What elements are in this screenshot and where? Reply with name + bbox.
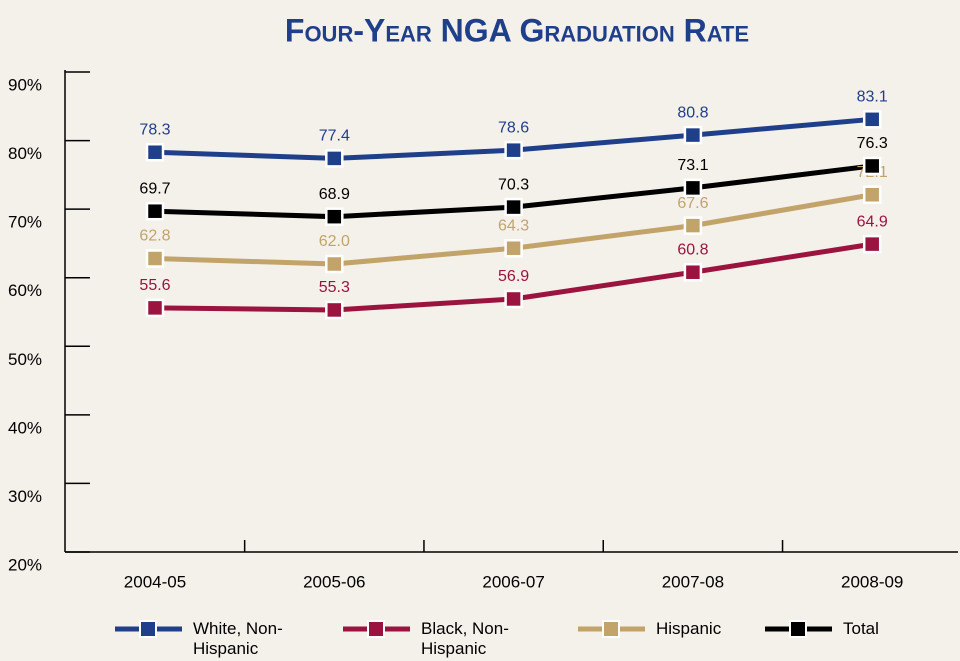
- y-tick-label: 40%: [8, 418, 42, 437]
- point-marker: [862, 234, 882, 254]
- data-label: 69.7: [139, 180, 170, 197]
- data-label: 62.0: [319, 233, 350, 250]
- point-marker: [683, 216, 703, 235]
- y-tick-label: 50%: [8, 350, 42, 369]
- y-tick-label: 70%: [8, 213, 42, 232]
- point-marker: [325, 254, 344, 274]
- point-marker: [504, 289, 523, 309]
- x-tick-label: 2005-06: [303, 572, 365, 591]
- point-marker: [862, 110, 882, 129]
- legend-marker: [789, 620, 807, 638]
- data-label: 70.3: [498, 176, 529, 193]
- data-label: 83.1: [857, 89, 888, 106]
- y-tick-label: 20%: [8, 555, 42, 574]
- x-tick-label: 2007-08: [662, 572, 724, 591]
- point-marker: [325, 300, 344, 320]
- x-tick-label: 2004-05: [124, 572, 186, 591]
- legend-marker: [367, 620, 385, 638]
- point-marker: [504, 197, 523, 217]
- legend-label: Black, Non-Hispanic: [421, 619, 509, 658]
- point-marker: [145, 298, 165, 318]
- point-marker: [683, 125, 703, 145]
- point-marker: [325, 207, 344, 226]
- y-tick-label: 60%: [8, 281, 42, 300]
- data-label: 56.9: [498, 268, 529, 285]
- point-marker: [325, 149, 344, 168]
- data-label: 77.4: [319, 128, 350, 145]
- y-tick-label: 80%: [8, 144, 42, 163]
- point-marker: [145, 249, 165, 268]
- x-tick-label: 2008-09: [841, 572, 903, 591]
- legend-label: Total: [843, 619, 879, 638]
- y-tick-label: 30%: [8, 487, 42, 506]
- point-marker: [504, 140, 523, 160]
- point-marker: [862, 156, 882, 176]
- data-label: 55.6: [139, 277, 170, 294]
- data-label: 55.3: [319, 279, 350, 296]
- data-label: 76.3: [857, 135, 888, 152]
- point-marker: [504, 238, 523, 258]
- data-label: 78.6: [498, 119, 529, 136]
- data-label: 64.9: [857, 213, 888, 230]
- data-label: 60.8: [677, 241, 708, 258]
- y-tick-label: 90%: [8, 75, 42, 94]
- data-label: 67.6: [677, 195, 708, 212]
- legend-marker: [139, 620, 157, 638]
- x-tick-label: 2006-07: [482, 572, 544, 591]
- chart-title: Four-Year NGA Graduation Rate: [285, 12, 749, 48]
- point-marker: [683, 262, 703, 282]
- point-marker: [683, 178, 703, 198]
- legend-marker: [602, 620, 620, 638]
- data-label: 62.8: [139, 228, 170, 245]
- legend-label: White, Non-Hispanic: [193, 619, 283, 658]
- data-label: 73.1: [677, 157, 708, 174]
- point-marker: [145, 201, 165, 221]
- legend-label: Hispanic: [656, 619, 722, 638]
- data-label: 80.8: [677, 104, 708, 121]
- point-marker: [862, 185, 882, 204]
- data-label: 78.3: [139, 121, 170, 138]
- data-label: 68.9: [319, 186, 350, 203]
- point-marker: [145, 142, 165, 162]
- data-label: 64.3: [498, 217, 529, 234]
